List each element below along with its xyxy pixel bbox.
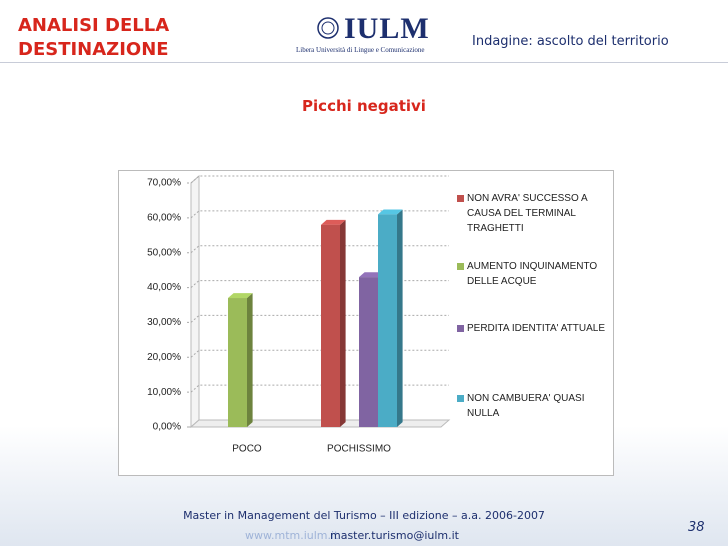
logo-subtitle: Libera Università di Lingue e Comunicazi… [296, 46, 425, 54]
logo-text: IULM [344, 12, 430, 45]
legend-swatch [457, 325, 464, 332]
legend-label: NON AVRA' SUCCESSO A CAUSA DEL TERMINAL … [467, 193, 588, 234]
chart-box: 0,00% 10,00% 20,00% 30,00% 40,00% 50,00% 60,00… [118, 170, 614, 476]
bar-side [397, 209, 403, 427]
chart-title: Picchi negativi [302, 97, 426, 115]
y-tick-label: 10,00% [147, 387, 181, 398]
grid-line [187, 314, 449, 323]
legend-swatch [457, 395, 464, 402]
y-tick-label: 20,00% [147, 352, 181, 363]
bar [378, 214, 397, 427]
bar-top [321, 219, 346, 225]
legend-label: AUMENTO INQUINAMENTO DELLE ACQUE [467, 261, 598, 287]
y-tick-label: 40,00% [147, 282, 181, 293]
bar-top [359, 272, 384, 278]
legend-swatch [457, 263, 464, 270]
legend-item: NON AVRA' SUCCESSO A CAUSA DEL TERMINAL … [457, 191, 607, 236]
grid-line [187, 280, 449, 289]
legend-item: NON CAMBUERA' QUASI NULLA [457, 391, 607, 421]
y-tick-label: 60,00% [147, 212, 181, 223]
footer-course: Master in Management del Turismo – III e… [183, 509, 545, 522]
y-tick-label: 70,00% [147, 178, 181, 189]
grid-line [187, 210, 449, 219]
bar-side [247, 293, 253, 427]
y-tick-label: 50,00% [147, 247, 181, 258]
grid-line [187, 349, 449, 358]
axis-wall [190, 174, 200, 429]
bar-top [228, 293, 253, 299]
grid-line [187, 384, 449, 393]
legend-label: PERDITA IDENTITA' ATTUALE [467, 323, 606, 334]
grid-line [187, 175, 449, 184]
chart: 0,00% 10,00% 20,00% 30,00% 40,00% 50,00% 60,00… [147, 174, 451, 455]
y-tick-label: 0,00% [153, 422, 181, 433]
topic: Indagine: ascolto del territorio [472, 34, 669, 49]
legend-swatch [457, 195, 464, 202]
bar-side [340, 219, 346, 427]
bar [359, 277, 378, 427]
logo-crest [317, 17, 339, 39]
grid-line [187, 245, 449, 254]
page-number: 38 [688, 520, 705, 535]
x-tick-label: POCO [232, 444, 262, 455]
bar-top [378, 209, 403, 215]
y-tick-label: 30,00% [147, 317, 181, 328]
section-title: ANALISI DELLA DESTINAZIONE [18, 15, 170, 60]
footer-email: master.turismo@iulm.it [330, 529, 459, 542]
bar [228, 298, 247, 427]
legend-label: NON CAMBUERA' QUASI NULLA [467, 393, 585, 419]
header-rule [0, 62, 728, 63]
bar [321, 224, 340, 427]
footer-website: www.mtm.iulm.it [245, 529, 339, 542]
x-tick-label: POCHISSIMO [327, 444, 391, 455]
legend-item: AUMENTO INQUINAMENTO DELLE ACQUE [457, 259, 607, 289]
legend-item: PERDITA IDENTITA' ATTUALE [457, 321, 607, 336]
